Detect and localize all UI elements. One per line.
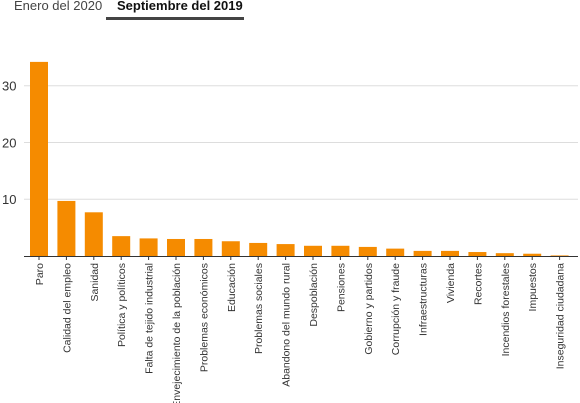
- x-tick-label: Calidad del empleo: [61, 263, 73, 353]
- x-tick-label: Problemas económicos: [198, 263, 210, 372]
- bar: [112, 236, 131, 256]
- x-tick-label: Vivienda: [445, 263, 457, 303]
- bar: [523, 253, 542, 256]
- y-tick-label: 30: [2, 79, 16, 94]
- bar: [386, 248, 405, 256]
- bar: [249, 242, 268, 256]
- x-tick-label: Corrupción y fraude: [390, 263, 402, 355]
- bar: [57, 200, 76, 256]
- x-tick-label: Sanidad: [89, 263, 101, 302]
- bar: [304, 245, 322, 256]
- tab-bar: Enero del 2020 Septiembre del 2019: [0, 0, 580, 22]
- active-tab-indicator: [106, 17, 244, 20]
- y-tick-label: 20: [2, 135, 16, 150]
- bar: [495, 253, 514, 256]
- x-tick-label: Paro: [34, 263, 46, 285]
- bar: [331, 245, 350, 256]
- x-tick-label: Gobierno y partidos: [363, 263, 375, 355]
- x-tick-label: Incendios forestales: [500, 263, 512, 356]
- bar: [550, 255, 569, 256]
- x-tick-label: Problemas sociales: [253, 263, 265, 354]
- bar: [30, 61, 48, 256]
- bar: [468, 252, 487, 256]
- bar: [276, 244, 295, 256]
- x-tick-label: Envejecimiento de la población: [171, 263, 183, 403]
- x-tick-label: Inseguridad ciudadana: [555, 263, 567, 369]
- tab-septiembre-2019[interactable]: Septiembre del 2019: [117, 0, 243, 13]
- x-tick-label: Pensiones: [335, 263, 347, 312]
- bar: [84, 212, 103, 256]
- tab-enero-2020[interactable]: Enero del 2020: [14, 0, 103, 13]
- bar: [194, 238, 213, 256]
- x-tick-label: Educación: [226, 263, 238, 312]
- bar: [358, 246, 377, 256]
- x-tick-label: Impuestos: [527, 263, 539, 311]
- bar: [167, 238, 185, 256]
- x-tick-label: Falta de tejido industrial: [144, 263, 156, 374]
- x-tick-label: Recortes: [472, 263, 484, 305]
- x-tick-label: Despoblación: [308, 263, 320, 327]
- y-tick-label: 10: [2, 192, 16, 207]
- bar: [441, 250, 459, 256]
- bar: [139, 238, 158, 256]
- bar: [221, 241, 240, 256]
- bar: [413, 250, 432, 256]
- x-tick-label: Política y políticos: [116, 263, 128, 347]
- x-tick-label: Infraestructuras: [418, 263, 430, 336]
- x-tick-label: Abandono del mundo rural: [281, 263, 293, 387]
